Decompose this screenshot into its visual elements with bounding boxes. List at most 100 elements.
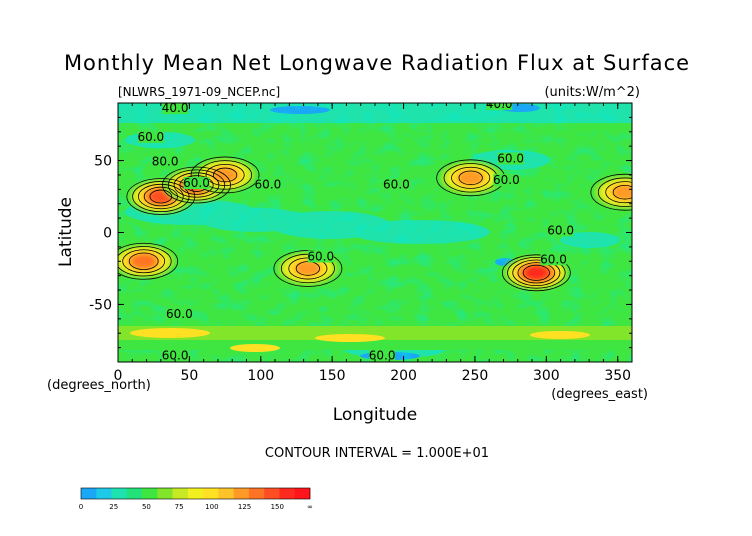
contour-labels: 40.0 40.0 60.0 80.0 60.0 60.0 60.0 60.0 60.0 60.0… — [137, 97, 574, 363]
colorbar-segment — [96, 488, 112, 499]
contour-ring — [501, 254, 571, 292]
contour-ring — [590, 173, 632, 211]
colorbar: 0 25 50 75 100 125 150 ∞ — [79, 487, 313, 511]
contour-ring — [612, 184, 632, 200]
colorbar-segment — [218, 488, 234, 499]
contour-ring — [605, 181, 632, 204]
contour-interval: CONTOUR INTERVAL = 1.000E+01 — [265, 446, 489, 461]
contour-label-bg — [137, 130, 164, 143]
contour-ring — [118, 242, 179, 280]
y-tick-label: 50 — [94, 154, 112, 170]
colorbar-segment — [248, 488, 265, 499]
contour-ring — [126, 178, 196, 215]
contour-label-bg — [547, 224, 574, 237]
x-tick-label: 250 — [462, 368, 489, 384]
colorbar-segment — [279, 488, 296, 499]
colorbar-label: ∞ — [307, 503, 313, 511]
y-axis-ticks: -50 0 50 — [89, 116, 632, 349]
contour-label-bg — [152, 155, 179, 168]
x-axis-label: Longitude — [333, 405, 418, 425]
contour-label-bg — [540, 253, 567, 266]
contour-label: 60.0 — [137, 130, 164, 144]
contour-ring — [137, 183, 184, 210]
chart-subtitle: [NLWRS_1971-09_NCEP.nc] — [118, 85, 280, 99]
contour-label-bg — [383, 178, 410, 191]
chart-title: Monthly Mean Net Longwave Radiation Flux… — [64, 51, 690, 75]
contour-ring — [522, 264, 550, 281]
contour-label: 60.0 — [497, 152, 524, 166]
colorbar-segment — [157, 488, 173, 499]
feature-level — [132, 254, 155, 268]
contour-label: 60.0 — [183, 176, 210, 190]
contour-ring — [190, 156, 260, 194]
contour-ring — [179, 175, 214, 195]
contour-ring — [122, 249, 166, 274]
y-axis-label: Latitude — [56, 197, 76, 267]
colorbar-frame — [80, 487, 311, 500]
plot-area: 40.0 40.0 60.0 80.0 60.0 60.0 60.0 60.0 60.0 60.0… — [118, 97, 632, 363]
colorbar-label: 25 — [109, 503, 118, 511]
contour-ring — [205, 163, 245, 186]
contour-label-bg — [162, 349, 189, 362]
contour-ring — [149, 189, 173, 204]
x-unit-note: (degrees_east) — [551, 387, 648, 402]
contour-label: 60.0 — [540, 252, 567, 266]
colorbar-label: 150 — [271, 503, 284, 511]
contour-label: 60.0 — [493, 173, 520, 187]
contour-label-bg — [369, 349, 396, 362]
contour-label: 60.0 — [162, 349, 189, 363]
colorbar-segment — [187, 488, 204, 499]
contour-label: 40.0 — [162, 101, 189, 115]
contour-label: 60.0 — [255, 177, 282, 191]
colorbar-segment — [81, 488, 97, 499]
colorbar-label: 0 — [79, 503, 83, 511]
colorbar-label: 125 — [238, 503, 251, 511]
colorbar-label: 50 — [142, 503, 151, 511]
colorbar-segment — [126, 488, 143, 499]
contour-ring — [517, 262, 556, 284]
contour-label: 60.0 — [166, 307, 193, 321]
y-unit-note: (degrees_north) — [47, 378, 151, 393]
x-tick-label: 100 — [247, 368, 274, 384]
contour-label-bg — [307, 250, 334, 263]
contour-ring — [198, 160, 253, 190]
x-tick-label: 200 — [390, 368, 417, 384]
contour-label-bg — [166, 307, 193, 320]
contour-label: 60.0 — [369, 349, 396, 363]
contour-label: 80.0 — [152, 154, 179, 168]
feature-level — [613, 185, 632, 200]
contour-ring — [167, 169, 226, 201]
x-tick-label: 50 — [180, 368, 198, 384]
feature-level — [525, 266, 547, 280]
noise-texture — [118, 103, 632, 362]
colorbar-label: 75 — [175, 503, 184, 511]
colorbar-segment — [294, 488, 311, 499]
x-tick-label: 300 — [533, 368, 560, 384]
colorbar-segment — [142, 488, 158, 499]
x-tick-label: 150 — [319, 368, 346, 384]
feature-blobs — [118, 156, 632, 291]
y-tick-label: -50 — [89, 297, 112, 313]
contour-lines — [118, 156, 632, 292]
colorbar-label: 100 — [205, 503, 218, 511]
chart-units: (units:W/m^2) — [544, 85, 640, 100]
x-tick-label: 0 — [114, 368, 123, 384]
x-axis-ticks: 0 50 100 150 200 250 300 350 — [114, 103, 633, 384]
contour-ring — [512, 259, 561, 286]
y-tick-label: 0 — [103, 226, 112, 242]
contour-label-bg — [183, 177, 210, 190]
contour-label-bg — [493, 174, 520, 187]
contour-ring — [507, 256, 566, 289]
contour-label: 40.0 — [486, 97, 513, 111]
contour-label-bg — [162, 103, 189, 115]
contour-label: 60.0 — [307, 249, 334, 263]
contour-label: 60.0 — [547, 224, 574, 238]
contour-label-bg — [497, 152, 524, 165]
colorbar-segment — [264, 488, 280, 499]
colorbar-segment — [172, 488, 189, 499]
contour-ring — [458, 170, 483, 186]
contour-ring — [128, 252, 159, 270]
contour-label-bg — [254, 178, 281, 191]
colorbar-segment — [203, 488, 219, 499]
